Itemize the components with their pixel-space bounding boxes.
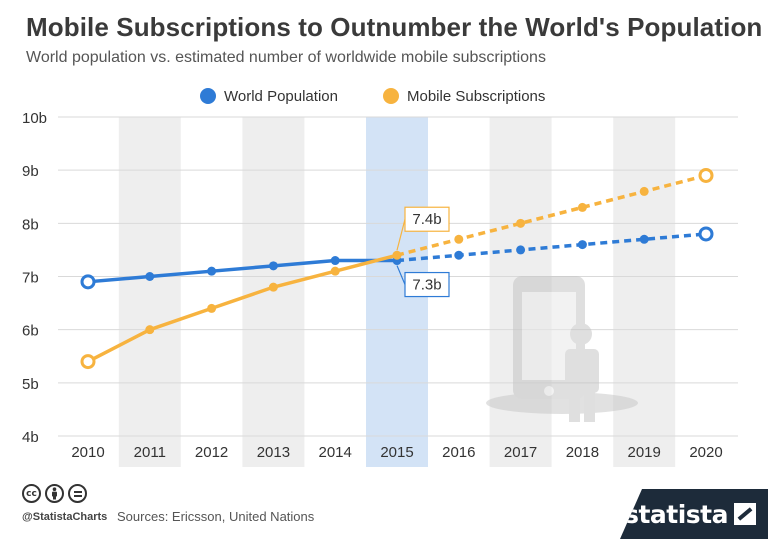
- y-tick-label: 9b: [22, 163, 39, 180]
- x-tick-label: 2015: [380, 444, 413, 461]
- annotation-box: [404, 206, 450, 232]
- x-tick-label: 2012: [195, 444, 228, 461]
- phone-person-illustration: [486, 276, 638, 422]
- data-point: [639, 186, 649, 196]
- data-point: [698, 226, 714, 242]
- data-point: [516, 245, 526, 255]
- x-tick-label: 2010: [71, 444, 104, 461]
- data-point: [330, 256, 340, 266]
- series-projection-1: [396, 173, 707, 257]
- annotation-leader: [396, 265, 406, 285]
- data-point: [639, 234, 649, 244]
- legend-marker: [200, 88, 216, 104]
- series-projection-0: [396, 232, 707, 263]
- no-derivatives-icon: [68, 484, 87, 503]
- data-point: [268, 282, 278, 292]
- y-tick-label: 8b: [22, 216, 39, 233]
- annotation-label: 7.4b: [412, 211, 441, 228]
- y-tick-label: 5b: [22, 376, 39, 393]
- legend-label: Mobile Subscriptions: [407, 88, 545, 105]
- x-tick-label: 2014: [319, 444, 352, 461]
- series-line-1: [87, 253, 398, 364]
- chart-subtitle: World population vs. estimated number of…: [26, 49, 546, 66]
- data-point: [145, 272, 155, 281]
- data-point: [145, 325, 155, 335]
- data-point: [577, 202, 587, 212]
- x-tick-label: 2018: [566, 444, 599, 461]
- chart-title: Mobile Subscriptions to Outnumber the Wo…: [26, 12, 763, 42]
- x-tick-label: 2017: [504, 444, 537, 461]
- x-tick-label: 2019: [628, 444, 661, 461]
- data-point: [392, 250, 402, 260]
- annotation-box: [404, 271, 450, 298]
- brand-name: statista: [624, 499, 728, 529]
- data-point: [268, 261, 278, 271]
- data-point: [207, 266, 217, 276]
- creative-commons-icon: cc: [22, 484, 41, 503]
- x-tick-label: 2013: [257, 444, 290, 461]
- legend-label: World Population: [224, 88, 338, 105]
- year-band-2013: [242, 117, 305, 467]
- line-chart: 4b 5b 6b 7b 8b 9b 10b 2010 2011 2012 2013 2014 2015 2…: [22, 88, 738, 467]
- x-tick-label: 2016: [442, 444, 475, 461]
- year-band-2011: [118, 117, 181, 467]
- x-tick-label: 2020: [689, 444, 722, 461]
- x-tick-label: 2011: [134, 444, 166, 461]
- y-tick-label: 4b: [22, 429, 39, 446]
- social-handle: @StatistaCharts: [22, 511, 108, 523]
- data-point: [454, 234, 464, 244]
- annotation-label: 7.3b: [412, 277, 441, 294]
- data-point: [330, 266, 340, 276]
- y-tick-label: 7b: [22, 270, 39, 287]
- data-point: [80, 354, 96, 370]
- annotation-leader: [396, 219, 406, 251]
- brand-logo[interactable]: statista: [620, 489, 768, 539]
- attribution-icon: [45, 484, 64, 503]
- data-point: [80, 274, 96, 290]
- legend-marker: [383, 88, 399, 104]
- data-point: [454, 250, 464, 260]
- data-point: [207, 303, 217, 313]
- data-point: [577, 240, 587, 250]
- sources-note: Sources: Ericsson, United Nations: [117, 509, 315, 524]
- statista-logo-icon: [734, 503, 756, 525]
- y-tick-label: 6b: [22, 323, 39, 340]
- series-line-0: [87, 258, 397, 284]
- license-icons: cc: [22, 484, 87, 503]
- data-point: [516, 218, 526, 228]
- y-tick-label: 10b: [22, 110, 47, 127]
- data-point: [698, 167, 714, 183]
- year-band-2019: [613, 117, 676, 467]
